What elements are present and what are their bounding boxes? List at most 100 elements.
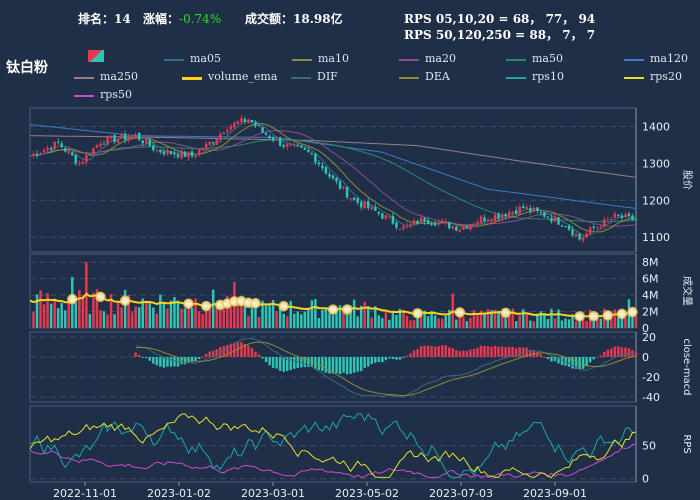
volume-bar xyxy=(159,294,162,328)
macd-bar xyxy=(233,342,236,357)
volume-bar xyxy=(585,321,588,328)
volume-bar xyxy=(247,315,250,328)
volume-bar xyxy=(254,304,257,328)
macd-bar xyxy=(525,347,529,357)
candle-body xyxy=(426,220,430,224)
volume-bar xyxy=(120,307,123,328)
candle-body xyxy=(243,118,247,122)
volume-bar xyxy=(261,300,264,328)
macd-bar xyxy=(497,346,500,357)
y-tick-label: 50 xyxy=(642,440,656,453)
volume-bar xyxy=(264,304,268,328)
volume-bar xyxy=(388,319,391,328)
volume-bar xyxy=(152,307,155,328)
volume-bar xyxy=(39,290,42,328)
volume-bar xyxy=(148,302,152,328)
volume-bar xyxy=(352,299,356,328)
candle-body xyxy=(624,214,627,218)
candle-body xyxy=(532,207,536,211)
legend-swatch xyxy=(506,77,526,79)
candle-body xyxy=(560,225,564,227)
candle-body xyxy=(458,229,462,232)
macd-bar xyxy=(282,357,285,372)
macd-bar xyxy=(553,357,557,362)
y-tick-label: 0 xyxy=(642,322,649,335)
volume-bar xyxy=(430,311,433,328)
volume-bar xyxy=(620,310,624,328)
candle-body xyxy=(71,152,74,156)
macd-bar xyxy=(557,357,560,364)
legend-label: ma250 xyxy=(100,70,138,83)
volume-bar xyxy=(145,300,148,328)
legend-swatch xyxy=(624,77,644,79)
macd-bar xyxy=(169,357,173,367)
panel-frame-3 xyxy=(29,405,637,483)
macd-bar xyxy=(430,346,433,357)
macd-bar xyxy=(620,347,624,357)
macd-bar xyxy=(596,356,599,358)
candle-body xyxy=(155,150,159,152)
legend-label: ma20 xyxy=(425,52,456,65)
candle-body xyxy=(116,138,120,143)
volume-bar xyxy=(624,318,627,328)
candle-body xyxy=(335,177,338,182)
macd-bar xyxy=(331,357,335,374)
macd-bar xyxy=(261,357,264,359)
candle-body xyxy=(300,146,303,148)
macd-bar xyxy=(293,357,296,369)
candle-body xyxy=(285,143,289,147)
legend-label: volume_ema xyxy=(208,70,278,83)
volume-bar xyxy=(328,313,331,328)
volume-bar xyxy=(155,313,159,328)
candle-body xyxy=(120,134,123,139)
volume-bar xyxy=(543,313,546,328)
candle-body xyxy=(455,226,458,231)
volume-bar xyxy=(539,311,543,328)
macd-bar xyxy=(610,348,613,357)
change-label: 涨幅： xyxy=(143,12,180,26)
panel-frame-0 xyxy=(29,107,637,253)
volume-bar xyxy=(472,310,476,328)
candle-body xyxy=(56,141,60,143)
volume-bar xyxy=(106,314,109,328)
page-title: 钛白粉 xyxy=(6,60,48,76)
candle-body xyxy=(448,222,451,229)
volume-bar xyxy=(486,309,490,328)
macd-bar xyxy=(338,357,342,375)
candle-body xyxy=(180,150,183,159)
y-tick-label: -40 xyxy=(642,391,660,404)
candle-body xyxy=(148,139,152,146)
volume-bar xyxy=(240,298,243,328)
legend-swatch xyxy=(164,59,184,61)
candle-body xyxy=(511,211,514,214)
candle-body xyxy=(462,226,465,230)
volume-bar xyxy=(409,320,412,328)
candle-body xyxy=(109,135,113,138)
macd-bar xyxy=(627,348,631,357)
volume-bar xyxy=(412,320,416,328)
macd-bar xyxy=(585,357,588,367)
volume-bar xyxy=(423,310,426,328)
candle-body xyxy=(159,149,162,153)
candle-body xyxy=(219,133,222,140)
macd-bar xyxy=(384,357,388,361)
macd-bar xyxy=(437,346,440,357)
macd-bar xyxy=(514,348,518,357)
candle-body xyxy=(543,212,546,217)
candle-body xyxy=(95,145,99,149)
volume-bar xyxy=(391,311,395,328)
macd-bar xyxy=(592,357,595,360)
candle-body xyxy=(88,154,92,156)
candle-body xyxy=(377,212,381,214)
volume-bar xyxy=(433,315,437,328)
candle-body xyxy=(486,219,490,222)
candle-body xyxy=(99,143,102,147)
macd-bar xyxy=(222,345,226,357)
volume-marker xyxy=(95,291,106,303)
macd-bar xyxy=(398,357,402,360)
macd-bar xyxy=(335,357,338,374)
volume-bar xyxy=(356,316,359,328)
macd-bar xyxy=(518,347,521,357)
macd-bar xyxy=(166,357,169,367)
